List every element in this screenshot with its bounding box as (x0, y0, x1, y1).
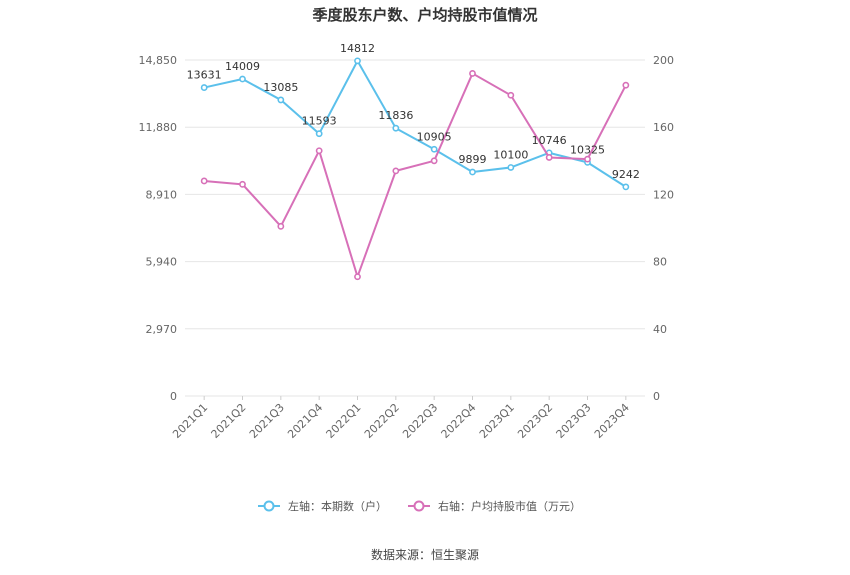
avg-value-point (584, 155, 591, 163)
x-tick-label: 2022Q3 (400, 401, 440, 441)
data-label: 13631 (187, 69, 222, 82)
left-tick-label: 5,940 (146, 256, 178, 269)
right-tick-label: 160 (653, 121, 674, 134)
data-label: 11593 (302, 115, 337, 128)
x-tick-label: 2022Q1 (324, 401, 364, 441)
legend-label: 右轴：户均持股市值（万元） (438, 499, 581, 513)
legend: 左轴：本期数（户） 右轴：户均持股市值（万元） (258, 499, 581, 513)
left-tick-label: 11,880 (139, 121, 178, 134)
shareholders-point (507, 164, 515, 171)
data-label: 10325 (570, 143, 605, 156)
x-axis-ticks: 2021Q12021Q22021Q32021Q42022Q12022Q22022… (170, 396, 632, 441)
data-label: 11836 (378, 109, 413, 122)
avg-value-point (430, 157, 438, 165)
left-tick-label: 14,850 (139, 54, 178, 67)
shareholders-point (622, 183, 630, 191)
series-line-shareholders (203, 59, 627, 188)
legend-label: 左轴：本期数（户） (288, 499, 387, 513)
x-tick-label: 2023Q1 (477, 401, 517, 441)
x-tick-label: 2021Q3 (247, 401, 287, 441)
left-tick-label: 2,970 (146, 323, 178, 336)
x-tick-label: 2023Q2 (515, 401, 555, 441)
shareholders-point (277, 96, 285, 104)
shareholders-point (315, 130, 323, 138)
legend-item-shareholders: 左轴：本期数（户） (258, 499, 387, 513)
shareholders-point (392, 124, 400, 132)
avg-value-point (469, 70, 476, 77)
data-label: 14812 (340, 42, 375, 55)
right-tick-label: 120 (653, 188, 674, 201)
x-tick-label: 2023Q4 (592, 401, 632, 441)
avg-value-point (239, 180, 246, 188)
legend-marker (263, 500, 275, 512)
right-tick-label: 80 (653, 256, 667, 269)
avg-value-point (315, 147, 323, 155)
shareholders-point (200, 84, 208, 91)
x-tick-label: 2023Q3 (554, 401, 594, 441)
data-label: 9242 (612, 168, 640, 181)
x-tick-label: 2021Q2 (209, 401, 249, 441)
right-axis-ticks: 0 40 80 120 160 200 (653, 54, 674, 403)
data-label: 10905 (417, 130, 452, 143)
avg-value-point (507, 91, 515, 99)
series-layer (200, 57, 630, 281)
x-tick-label: 2021Q1 (170, 401, 210, 441)
data-label: 9899 (459, 153, 487, 166)
avg-value-point (392, 167, 400, 175)
left-axis-ticks: 0 2,970 5,940 8,910 11,880 14,850 (139, 54, 178, 403)
avg-value-point (622, 81, 630, 89)
shareholders-point (469, 168, 476, 176)
right-tick-label: 0 (653, 390, 660, 403)
right-tick-label: 200 (653, 54, 674, 67)
legend-item-avg-market-value: 右轴：户均持股市值（万元） (408, 499, 581, 513)
legend-marker (413, 500, 425, 512)
data-label: 10100 (493, 148, 528, 161)
shareholders-point (239, 75, 246, 83)
x-tick-label: 2022Q2 (362, 401, 402, 441)
right-tick-label: 40 (653, 323, 667, 336)
x-tick-label: 2021Q4 (285, 401, 325, 441)
data-label: 13085 (263, 81, 298, 94)
shareholders-point (354, 57, 361, 65)
avg-value-point (200, 177, 208, 185)
data-label: 14009 (225, 60, 260, 73)
avg-value-point (354, 273, 361, 281)
left-tick-label: 8,910 (146, 188, 178, 201)
avg-value-point (545, 154, 553, 161)
x-tick-label: 2022Q4 (439, 401, 479, 441)
chart-title: 季度股东户数、户均持股市值情况 (312, 6, 538, 24)
source-note: 数据来源：恒生聚源 (370, 548, 479, 562)
series-line-avg-market-value (204, 72, 627, 278)
grid-lines (185, 59, 645, 397)
data-label: 10746 (532, 134, 567, 147)
shareholders-point (430, 145, 438, 153)
left-tick-label: 0 (170, 390, 177, 403)
avg-value-point (277, 222, 285, 230)
